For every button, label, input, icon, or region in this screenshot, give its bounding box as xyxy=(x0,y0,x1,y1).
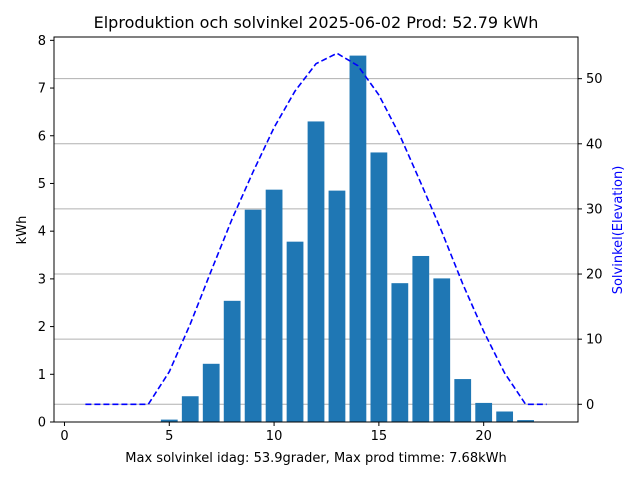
y2-ticks: 0 10 20 30 40 50 xyxy=(578,72,603,413)
elevation-line-group xyxy=(85,52,547,406)
x-ticks: 0 5 10 15 20 xyxy=(60,422,492,444)
y2-axis-label: Solvinkel(Elevation) xyxy=(611,166,626,295)
y-tick-label: 4 xyxy=(38,225,46,240)
x-tick-label: 5 xyxy=(165,429,173,444)
x-tick-label: 15 xyxy=(371,429,388,444)
bar xyxy=(454,379,472,422)
bar xyxy=(181,396,199,422)
bar xyxy=(286,241,304,422)
y-ticks: 0 1 2 3 4 5 6 7 8 xyxy=(38,34,54,431)
y2-tick-label: 0 xyxy=(586,398,594,413)
plot-frame xyxy=(53,36,579,423)
chart-title: Elproduktion och solvinkel 2025-06-02 Pr… xyxy=(94,13,539,32)
y2-tick-label: 40 xyxy=(586,137,603,152)
bar xyxy=(517,420,534,422)
bar xyxy=(433,278,451,422)
bar xyxy=(160,419,178,422)
bar xyxy=(475,402,493,422)
y2-tick-label: 10 xyxy=(586,333,603,348)
y2-tick-label: 30 xyxy=(586,202,603,217)
x-tick-label: 0 xyxy=(60,429,68,444)
y-tick-label: 2 xyxy=(38,320,46,335)
bar xyxy=(496,411,514,422)
bar xyxy=(412,255,430,422)
bar xyxy=(370,152,388,423)
x-axis-label: Max solvinkel idag: 53.9grader, Max prod… xyxy=(125,451,506,466)
bars xyxy=(160,55,534,423)
x-tick-label: 20 xyxy=(475,429,492,444)
y-tick-label: 0 xyxy=(38,416,46,431)
y-tick-label: 7 xyxy=(38,82,46,97)
y-tick-label: 1 xyxy=(38,368,46,383)
y-tick-label: 3 xyxy=(38,272,46,287)
bar xyxy=(202,363,220,422)
bar xyxy=(265,189,283,422)
y2-tick-label: 50 xyxy=(586,72,603,87)
y-tick-label: 6 xyxy=(38,129,46,144)
bar xyxy=(391,283,409,422)
bar xyxy=(328,190,346,422)
x-tick-label: 10 xyxy=(266,429,283,444)
y-axis-label: kWh xyxy=(15,216,30,245)
elevation-line xyxy=(85,52,547,406)
bar xyxy=(349,55,367,422)
y-tick-label: 5 xyxy=(38,177,46,192)
y2-tick-label: 20 xyxy=(586,268,603,283)
bar xyxy=(223,300,241,422)
y-tick-label: 8 xyxy=(38,34,46,49)
bar xyxy=(244,209,262,422)
bar xyxy=(307,121,325,422)
